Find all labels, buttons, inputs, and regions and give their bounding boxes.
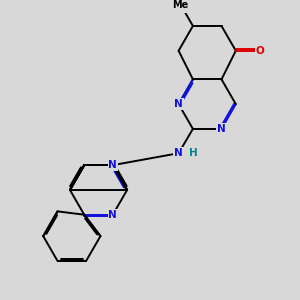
Text: N: N [108, 210, 117, 220]
Text: O: O [256, 46, 265, 56]
Text: N: N [217, 124, 226, 134]
Text: N: N [174, 99, 183, 109]
Text: N: N [108, 160, 117, 170]
Text: Me: Me [172, 0, 189, 10]
Text: N: N [174, 148, 183, 158]
Text: H: H [188, 148, 197, 158]
